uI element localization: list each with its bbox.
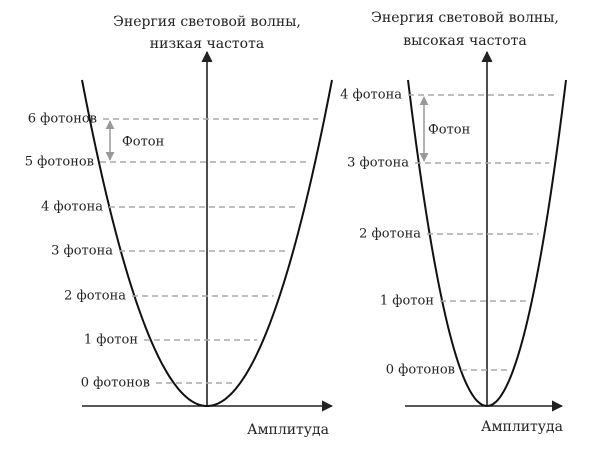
level-label: 3 фотона bbox=[347, 156, 409, 171]
level-label: 3 фотона bbox=[51, 244, 113, 259]
photon-label: Фотон bbox=[428, 123, 470, 138]
level-label: 2 фотона bbox=[359, 227, 421, 242]
level-label: 5 фотонов bbox=[25, 155, 94, 170]
energy-curve bbox=[407, 79, 567, 407]
level-label: 0 фотонов bbox=[386, 363, 455, 378]
level-label: 6 фотонов bbox=[28, 112, 97, 127]
level-label: 4 фотона bbox=[41, 200, 103, 215]
panel-title: Энергия световой волны, bbox=[371, 10, 559, 26]
panel-title: Энергия световой волны, bbox=[113, 14, 301, 30]
panel-title: высокая частота bbox=[403, 33, 526, 49]
photon-label: Фотон bbox=[122, 135, 164, 150]
level-label: 1 фотон bbox=[84, 333, 138, 348]
level-label: 2 фотона bbox=[64, 289, 126, 304]
x-axis-label: Амплитуда bbox=[481, 419, 563, 435]
level-label: 0 фотонов bbox=[81, 376, 150, 391]
level-label: 1 фотон bbox=[380, 294, 434, 309]
panel-title: низкая частота bbox=[150, 36, 264, 52]
energy-curve bbox=[81, 79, 333, 407]
level-label: 4 фотона bbox=[340, 88, 402, 103]
x-axis-label: Амплитуда bbox=[247, 422, 329, 438]
